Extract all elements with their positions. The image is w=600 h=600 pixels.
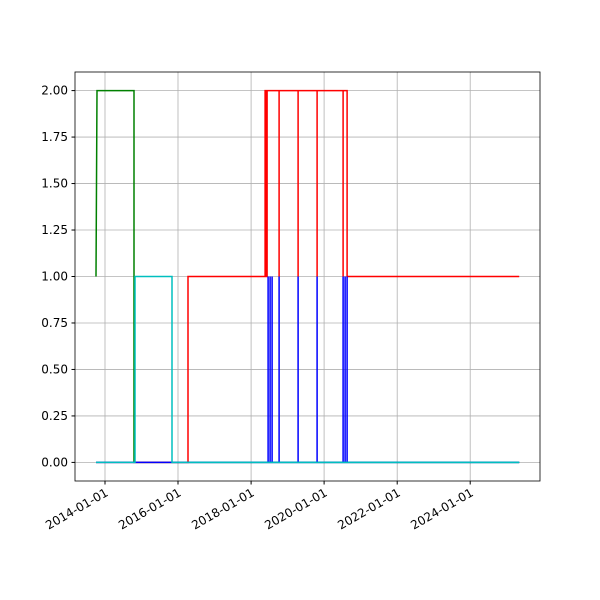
y-tick-label: 1.00 xyxy=(41,270,68,284)
series-line xyxy=(96,276,520,464)
x-tick-label: 2022-01-01 xyxy=(335,485,402,532)
x-tick-label: 2020-01-01 xyxy=(262,485,329,532)
y-tick-label: 0.75 xyxy=(41,316,68,330)
plot-frame xyxy=(74,71,541,482)
x-tick-label: 2014-01-01 xyxy=(43,485,110,532)
y-tick-label: 1.75 xyxy=(41,130,68,144)
y-tick-label: 0.00 xyxy=(41,455,68,469)
y-tick-label: 2.00 xyxy=(41,84,68,98)
x-tick-label: 2018-01-01 xyxy=(189,485,256,532)
y-tick-label: 0.50 xyxy=(41,362,68,376)
x-tick-label: 2016-01-01 xyxy=(116,485,183,532)
series-line xyxy=(96,275,520,464)
y-tick-label: 1.50 xyxy=(41,177,68,191)
series-line xyxy=(96,89,520,464)
y-tick-label: 0.25 xyxy=(41,409,68,423)
x-tick-label: 2024-01-01 xyxy=(408,485,475,532)
y-tick-label: 1.25 xyxy=(41,223,68,237)
